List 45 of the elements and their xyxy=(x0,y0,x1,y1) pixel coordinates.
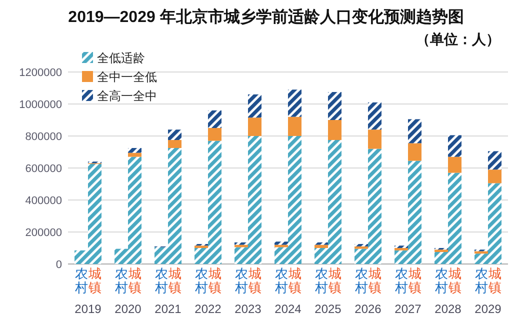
y-tick-label: 200000 xyxy=(25,227,62,239)
text: 2026 xyxy=(354,302,382,316)
text: 2023 xyxy=(234,302,262,316)
x-tick-label: 农村 xyxy=(114,266,128,295)
x-tick-label: 城镇 xyxy=(287,266,302,295)
text: 2029 xyxy=(474,302,502,316)
legend-label: 全高一全中 xyxy=(97,89,157,103)
x-tick-label: 城镇 xyxy=(127,266,142,295)
legend-label: 全中一全低 xyxy=(97,70,157,84)
x-tick-label: 农村 xyxy=(194,266,208,295)
text: 2025 xyxy=(314,302,342,316)
text: 2027 xyxy=(394,302,422,316)
x-tick-label: 农村 xyxy=(474,266,488,295)
text: 2019 xyxy=(74,302,102,316)
y-tick-label: 0 xyxy=(56,259,62,271)
text: 2028 xyxy=(434,302,462,316)
chart-subtitle: （单位：人） xyxy=(416,31,500,47)
x-tick-label: 城镇 xyxy=(487,266,502,295)
x-tick-label: 城镇 xyxy=(407,266,422,295)
x-tick-label: 农村 xyxy=(354,266,368,295)
x-tick-label: 农村 xyxy=(274,266,288,295)
text: 2024 xyxy=(274,302,302,316)
y-tick-label: 600000 xyxy=(25,163,62,175)
text: 2022 xyxy=(194,302,222,316)
x-tick-label: 农村 xyxy=(394,266,408,295)
x-tick-label: 农村 xyxy=(234,266,248,295)
y-tick-label: 1000000 xyxy=(19,99,62,111)
y-tick-label: 1200000 xyxy=(19,67,62,79)
x-tick-label: 城镇 xyxy=(327,266,342,295)
text: 2021 xyxy=(154,302,182,316)
chart-title: 2019—2029 年北京市城乡学前适龄人口变化预测趋势图 xyxy=(68,8,464,26)
x-tick-label: 农村 xyxy=(314,266,328,295)
x-tick-label: 农村 xyxy=(154,266,168,295)
y-tick-label: 800000 xyxy=(25,131,62,143)
x-tick-label: 城镇 xyxy=(447,266,462,295)
legend-label: 全低适龄 xyxy=(97,51,145,65)
x-tick-label: 城镇 xyxy=(167,266,182,295)
text: 2020 xyxy=(114,302,142,316)
x-tick-label: 城镇 xyxy=(247,266,262,295)
x-tick-label: 城镇 xyxy=(367,266,382,295)
x-tick-label: 城镇 xyxy=(87,266,102,295)
x-tick-label: 农村 xyxy=(74,266,88,295)
x-tick-label: 农村 xyxy=(434,266,448,295)
x-tick-label: 城镇 xyxy=(207,266,222,295)
y-tick-label: 400000 xyxy=(25,195,62,207)
